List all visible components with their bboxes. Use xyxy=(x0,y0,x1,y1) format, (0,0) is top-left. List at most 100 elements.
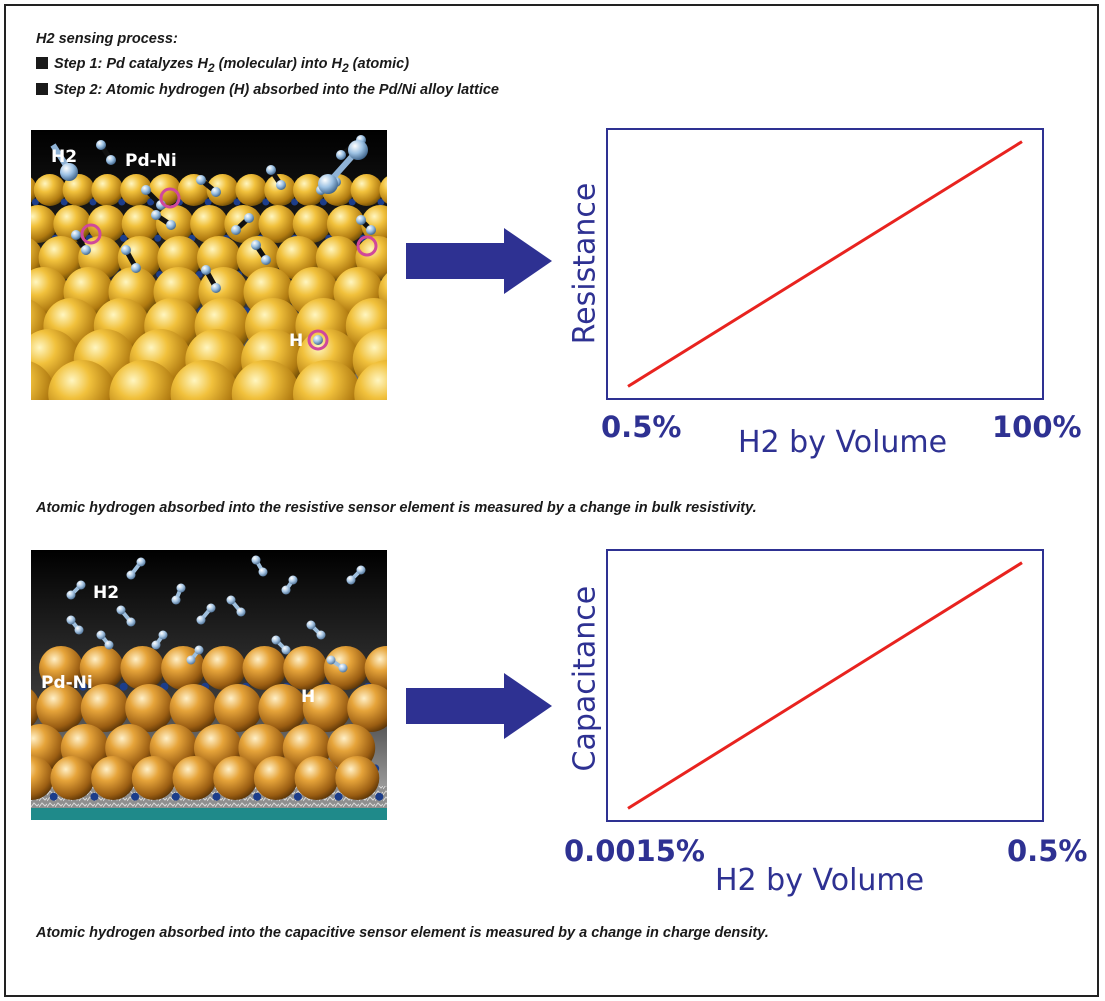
y-axis-label: Resistance xyxy=(567,182,603,345)
absorbed-h-atom xyxy=(319,198,327,206)
hydrogen-atom xyxy=(171,595,181,605)
chart-frame xyxy=(606,128,1044,400)
hydrogen-atom xyxy=(196,175,206,185)
hydrogen-atom xyxy=(231,225,241,235)
metal-atom xyxy=(31,756,54,800)
adsorption-site-marker xyxy=(356,235,378,257)
bullet-square-icon xyxy=(36,57,48,69)
hydrogen-molecules-bottom xyxy=(66,555,366,673)
metal-atom xyxy=(293,360,361,400)
hydrogen-atom xyxy=(206,603,216,613)
hydrogen-atom xyxy=(186,655,196,665)
absorbed-h-atom xyxy=(233,198,241,206)
hydrogen-atom xyxy=(346,575,356,585)
hydrogen-atom xyxy=(176,583,186,593)
hydrogen-atom xyxy=(258,567,268,577)
absorbed-h-atom xyxy=(79,682,87,691)
hydrogen-atom xyxy=(74,625,84,635)
x-tick-label-max: 0.5% xyxy=(1007,834,1088,868)
hydrogen-atom xyxy=(288,575,298,585)
metal-atom xyxy=(91,756,136,800)
metal-atom xyxy=(80,684,129,732)
step-2-text: Step 2: Atomic hydrogen (H) absorbed int… xyxy=(36,82,499,98)
metal-atom xyxy=(121,205,160,243)
metal-atom xyxy=(235,174,268,206)
step-1-subscript-b: 2 xyxy=(341,60,349,75)
metal-atom xyxy=(157,236,202,280)
label-h2: H2 xyxy=(93,583,119,603)
metal-atom xyxy=(347,684,387,732)
hydrogen-atom xyxy=(318,174,338,194)
hydrogen-atom xyxy=(166,220,176,230)
metal-atom xyxy=(87,205,126,243)
x-tick-label-min: 0.5% xyxy=(601,410,682,444)
absorbed-h-atom xyxy=(375,792,384,801)
caption-capacitive: Atomic hydrogen absorbed into the capaci… xyxy=(36,925,769,941)
metal-atom xyxy=(293,174,325,206)
absorbed-h-atom xyxy=(171,792,180,801)
metal-atom xyxy=(213,756,258,800)
hydrogen-atom xyxy=(211,283,221,293)
hydrogen-atom xyxy=(276,180,286,190)
hydrogen-atom xyxy=(196,615,206,625)
metal-atom xyxy=(125,684,174,732)
hydrogen-atom xyxy=(244,213,254,223)
metal-atom xyxy=(31,205,58,243)
metal-atom xyxy=(206,174,239,206)
right-arrow-icon xyxy=(406,673,552,739)
metal-atom xyxy=(79,646,124,690)
absorbed-h-atom xyxy=(377,198,385,206)
metal-atom xyxy=(31,689,40,727)
resistance-chart xyxy=(606,128,1044,400)
absorbed-h-atom xyxy=(253,792,262,801)
hydrogen-atom xyxy=(141,185,151,195)
series-line xyxy=(627,561,1023,810)
metal-atom xyxy=(264,174,297,206)
x-tick-label-max: 100% xyxy=(992,410,1082,444)
hydrogen-atom xyxy=(194,645,204,655)
metal-atom xyxy=(242,646,287,690)
absorbed-h-atom xyxy=(204,198,212,206)
metal-atom xyxy=(379,176,387,204)
metal-atom xyxy=(109,360,178,400)
adsorption-site-marker xyxy=(307,329,329,351)
metal-atom xyxy=(201,646,246,690)
hydrogen-atom xyxy=(116,605,126,615)
hydrogen-atom xyxy=(261,255,271,265)
bullet-square-icon xyxy=(36,83,48,95)
step-2-label: Step 2: Atomic hydrogen (H) absorbed int… xyxy=(54,82,499,98)
hydrogen-atom xyxy=(71,230,81,240)
hydrogen-atom xyxy=(266,165,276,175)
metal-atom xyxy=(335,756,380,800)
hydrogen-atom xyxy=(366,225,376,235)
metal-atom xyxy=(350,174,383,206)
absorbed-h-atom xyxy=(262,198,270,206)
hydrogen-atom xyxy=(66,615,76,625)
hydrogen-atom xyxy=(281,585,291,595)
absorbed-h-atom xyxy=(131,792,140,801)
hydrogen-atom xyxy=(356,215,366,225)
metal-atom xyxy=(172,756,217,800)
metal-atom xyxy=(292,205,331,243)
hydrogen-atom xyxy=(151,210,161,220)
hydrogen-atom xyxy=(271,635,281,645)
metal-atom xyxy=(364,646,387,690)
chart-frame xyxy=(606,549,1044,822)
metal-atom xyxy=(33,174,66,206)
right-arrow-icon xyxy=(406,228,552,294)
hydrogen-atom xyxy=(126,617,136,627)
metal-atom xyxy=(354,360,387,400)
absorbed-h-atom xyxy=(120,234,128,242)
metal-atom xyxy=(294,756,339,800)
hydrogen-atom xyxy=(121,245,131,255)
pd-ni-surface-illustration-bottom: H2 Pd-Ni H xyxy=(31,550,387,820)
absorbed-h-atom xyxy=(89,198,97,206)
hydrogen-atom xyxy=(66,590,76,600)
metal-atom xyxy=(62,174,95,206)
hydrogen-atom xyxy=(76,580,86,590)
label-pd-ni: Pd-Ni xyxy=(125,151,177,171)
metal-atom xyxy=(50,756,95,800)
hydrogen-atom xyxy=(348,140,368,160)
series-line xyxy=(627,140,1023,388)
x-axis-label: H2 by Volume xyxy=(715,863,925,898)
